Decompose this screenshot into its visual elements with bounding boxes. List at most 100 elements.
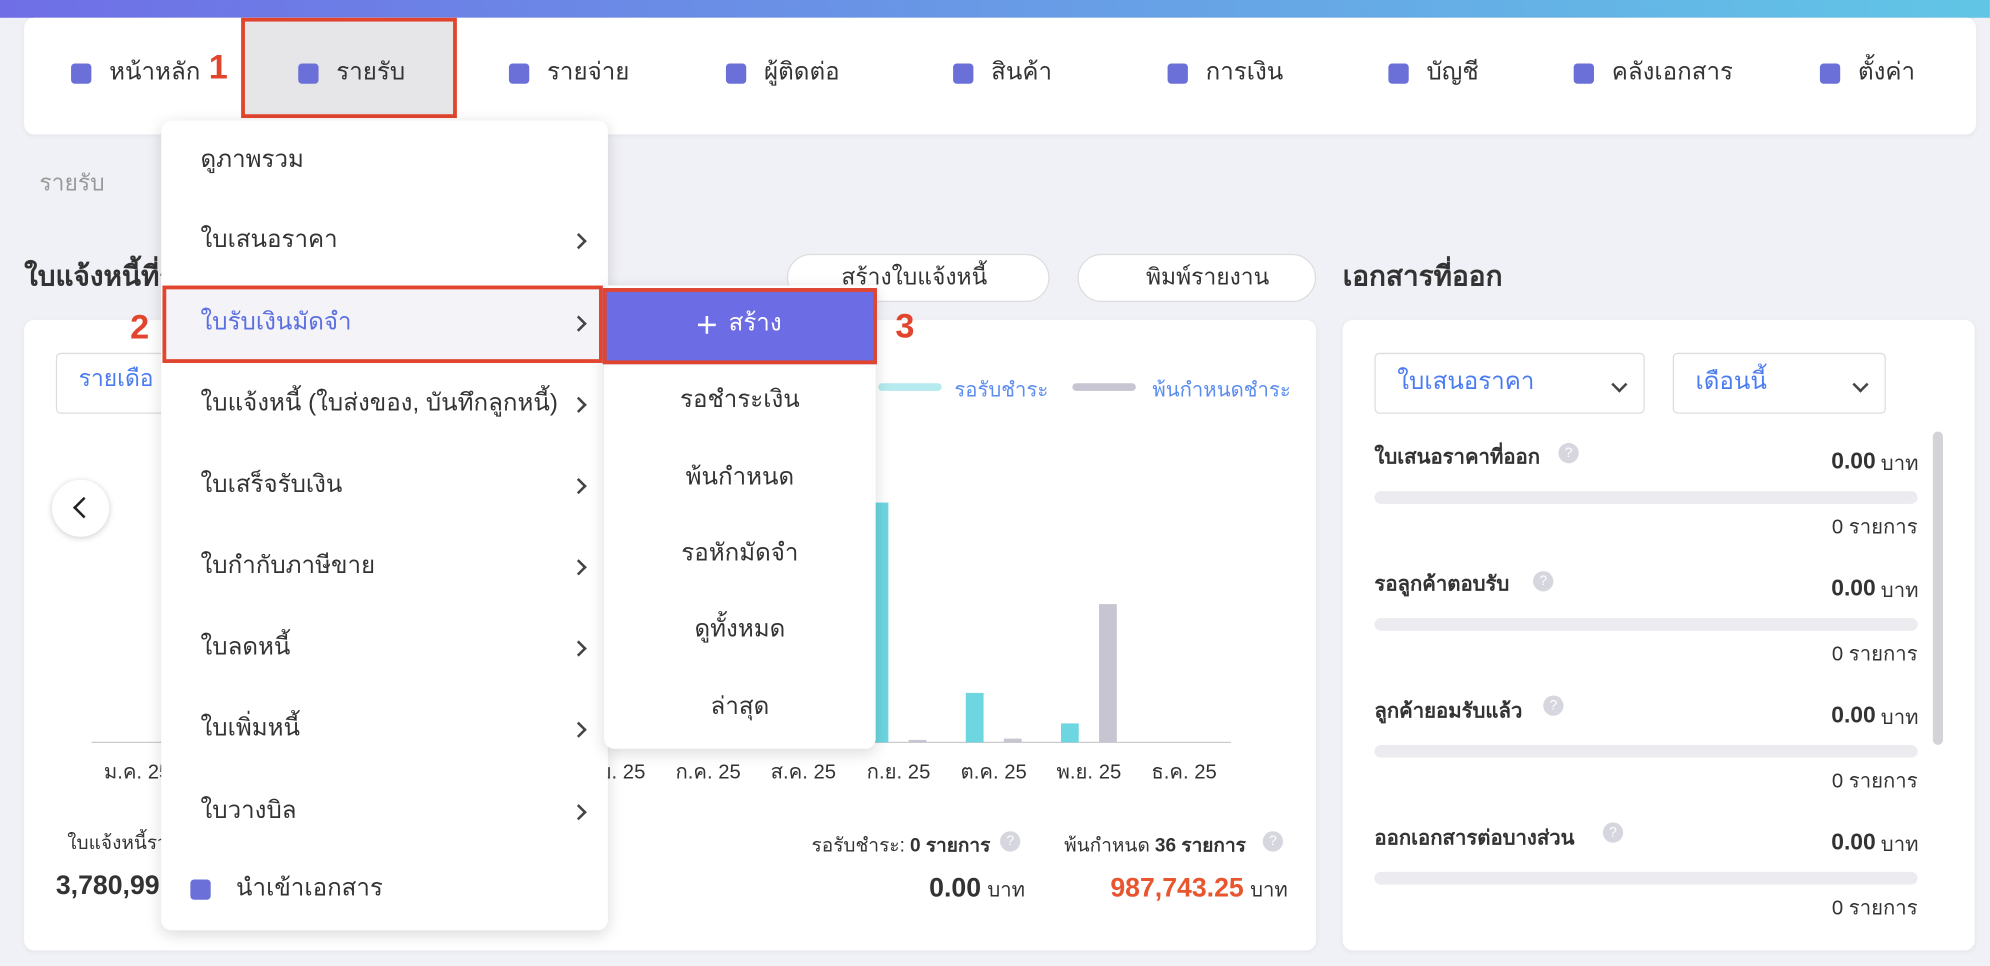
annotation: 3 (895, 306, 915, 345)
button-label[interactable]: สร้างใบแจ้งหนี้ (841, 264, 988, 290)
help-icon: ? (1000, 831, 1021, 852)
row-count: 0 รายการ (1831, 770, 1918, 793)
pending-unit: บาท (987, 880, 1026, 902)
legend-label: รอรับชำระ (954, 379, 1049, 402)
prev-btn[interactable] (52, 479, 110, 537)
row-unit: บาท (1880, 834, 1919, 856)
filter-select[interactable] (1672, 352, 1886, 414)
submenu-create[interactable] (602, 288, 877, 365)
submenu-item[interactable]: ดูทั้งหมด (694, 616, 786, 643)
dropdown-menu (161, 120, 608, 931)
row-label: ออกเอกสารต่อบางส่วน (1374, 827, 1575, 850)
row-count: 0 รายการ (1831, 897, 1918, 920)
x-tick-label: พ.ย. 25 (1056, 761, 1122, 784)
help-icon: ? (1543, 695, 1564, 716)
nav-icon (1388, 63, 1409, 84)
menu-item[interactable]: ใบเสร็จรับเงิน (200, 471, 343, 499)
nav-item[interactable]: การเงิน (1205, 59, 1284, 86)
row-amount: 0.00 (1831, 575, 1876, 601)
issued-title: เอกสารที่ออก (1342, 259, 1503, 292)
menu-item[interactable]: ดูภาพรวม (200, 146, 304, 174)
section-title: ใบแจ้งหนี้ที่รั (24, 259, 175, 292)
button-label[interactable]: พิมพ์รายงาน (1145, 264, 1270, 290)
row-label: รอลูกค้าตอบรับ (1374, 574, 1510, 596)
overdue-amount: 987,743.25 (1110, 873, 1244, 903)
help-icon: ? (1262, 831, 1284, 852)
x-tick-label: ธ.ค. 25 (1151, 761, 1217, 784)
nav-item[interactable]: สินค้า (991, 59, 1053, 86)
bar (1003, 738, 1022, 743)
progress-track (1374, 618, 1918, 631)
menu-selected (162, 285, 603, 363)
issued-card (1342, 319, 1975, 951)
menu-item[interactable]: นำเข้าเอกสาร (236, 875, 383, 902)
bar (908, 739, 927, 743)
filter-select[interactable] (1374, 352, 1645, 414)
nav-item[interactable]: รายรับ (336, 59, 406, 86)
annotation: 1 (208, 47, 228, 87)
top-bar (0, 0, 1990, 18)
x-tick-label: ต.ค. 25 (960, 761, 1027, 784)
menu-item[interactable]: ใบลดหนี้ (200, 634, 291, 661)
overdue-unit: บาท (1250, 880, 1288, 902)
x-tick-label: ม.ค. 25 (103, 761, 171, 784)
row-unit: บาท (1880, 453, 1919, 476)
row-amount: 0.00 (1831, 702, 1876, 728)
menu-item[interactable]: ใบรับเงินมัดจำ (200, 309, 352, 336)
menu-item[interactable]: ใบแจ้งหนี้ (ใบส่งของ, บันทึกลูกหนี้) (200, 390, 558, 418)
nav-icon (1167, 63, 1188, 84)
nav-icon (71, 63, 92, 84)
help-icon: ? (1558, 442, 1579, 464)
overdue-label: พ้นกำหนด (1064, 835, 1150, 857)
submenu-item[interactable]: สร้าง (728, 310, 782, 338)
menu-item[interactable]: ใบกำกับภาษีขาย (200, 552, 376, 580)
pending-amount: 0.00 (929, 873, 982, 903)
x-tick-label: ส.ค. 25 (770, 761, 837, 784)
filter-label: ใบเสนอราคา (1397, 368, 1535, 396)
nav-icon (953, 63, 974, 84)
menu-item[interactable]: ใบวางบิล (200, 797, 297, 825)
bar (1060, 723, 1079, 743)
progress-track (1374, 491, 1918, 504)
row-amount: 0.00 (1831, 828, 1876, 855)
x-tick-label: ก.ย. 25 (866, 761, 931, 784)
annotation: 2 (130, 308, 150, 347)
nav-item[interactable]: รายจ่าย (546, 59, 630, 86)
nav-icon (298, 63, 319, 84)
total-value: 3,780,99 (55, 871, 160, 901)
nav-item[interactable]: ตั้งค่า (1857, 59, 1916, 86)
plus-sign (705, 316, 709, 334)
nav-item[interactable]: บัญชี (1426, 59, 1479, 86)
breadcrumb: รายรับ (39, 170, 105, 196)
print-btn[interactable] (1077, 253, 1317, 303)
help-icon: ? (1533, 571, 1554, 592)
row-amount: 0.00 (1831, 448, 1876, 474)
nav-icon (1819, 63, 1841, 84)
submenu-item[interactable]: ล่าสุด (710, 693, 770, 721)
row-unit: บาท (1880, 707, 1919, 729)
nav-item[interactable]: หน้าหลัก (109, 59, 201, 86)
row-unit: บาท (1880, 580, 1919, 603)
create-invoice-btn[interactable] (786, 253, 1050, 303)
progress-track (1374, 744, 1918, 758)
submenu-item[interactable]: พ้นกำหนด (685, 463, 795, 491)
filter-label: เดือนนี้ (1695, 368, 1767, 396)
legend-label: พ้นกำหนดชำระ (1152, 379, 1291, 402)
menu-item[interactable]: ใบเพิ่มหนี้ (200, 715, 301, 742)
overdue-count: 36 รายการ (1154, 835, 1246, 857)
row-count: 0 รายการ (1831, 643, 1918, 666)
nav-item[interactable]: ผู้ติดต่อ (763, 59, 840, 86)
nav-item[interactable]: คลังเอกสาร (1611, 59, 1733, 86)
pending-label: รอรับชำระ: (811, 835, 905, 857)
total-label: ใบแจ้งหนี้รว (67, 832, 168, 855)
row-label: ลูกค้ายอมรับแล้ว (1374, 701, 1523, 723)
submenu-item[interactable]: รอชำระเงิน (680, 386, 800, 414)
period-select-label: รายเดือ (78, 365, 154, 392)
row-count: 0 รายการ (1831, 517, 1918, 539)
x-tick-label: ก.ค. 25 (675, 761, 741, 784)
pending-count: 0 รายการ (909, 835, 991, 857)
menu-item[interactable]: ใบเสนอราคา (200, 226, 338, 254)
submenu-item[interactable]: รอหักมัดจำ (681, 540, 799, 567)
